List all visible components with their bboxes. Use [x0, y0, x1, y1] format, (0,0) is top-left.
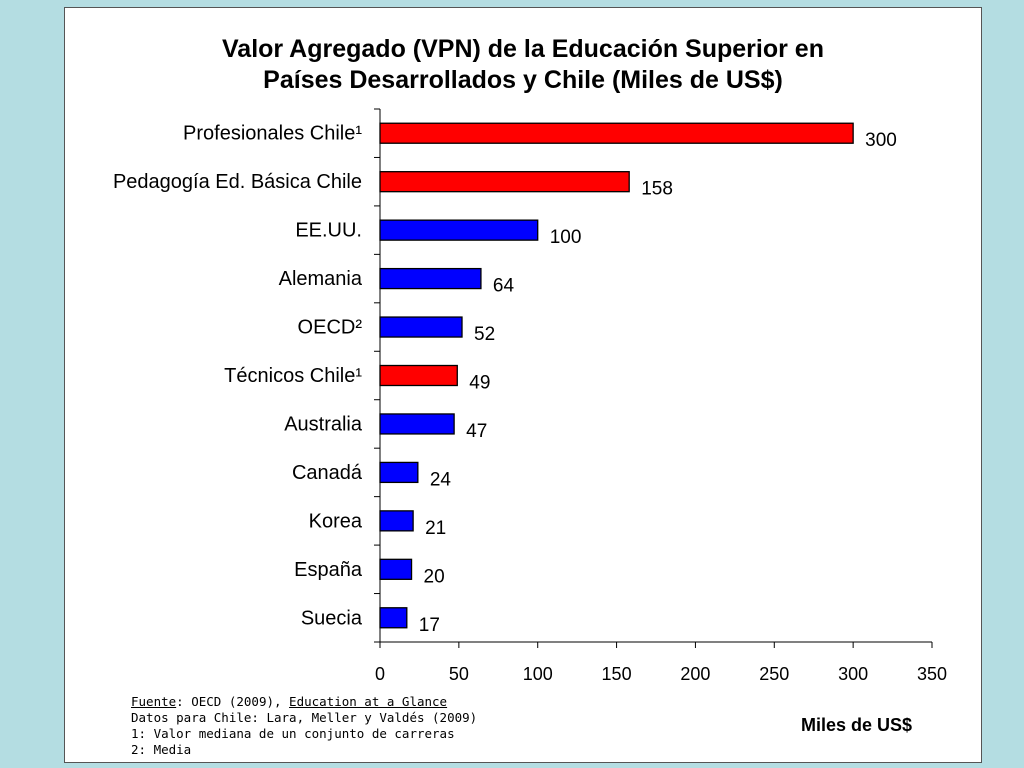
value-label: 52	[474, 324, 495, 345]
bar-chart: 0 50 100 150 200 250 300 350 Profesionales Chile…	[113, 108, 947, 684]
bar	[379, 267, 482, 290]
bar	[379, 413, 455, 435]
x-axis-title: Miles de US$	[801, 715, 913, 735]
bar	[379, 171, 630, 193]
value-label: 17	[419, 615, 440, 636]
chart-title-line-1: Valor Agregado (VPN) de la Educación Sup…	[222, 35, 824, 63]
value-label: 21	[425, 518, 446, 539]
x-tick-label: 300	[838, 664, 868, 684]
source-line: Fuente: OECD (2009), Education at a Glan…	[131, 694, 477, 710]
source-text: : OECD (2009),	[176, 694, 290, 709]
x-tick-label: 350	[917, 664, 947, 684]
x-tick-label: 200	[680, 664, 710, 684]
chart-title: Valor Agregado (VPN) de la Educación Sup…	[65, 34, 981, 96]
category-label: Profesionales Chile¹	[183, 123, 362, 145]
x-tick-label: 0	[375, 664, 385, 684]
value-label: 47	[466, 421, 487, 442]
category-label: EE.UU.	[295, 220, 362, 242]
source-label: Fuente	[131, 694, 177, 709]
value-label: 49	[469, 373, 490, 394]
value-label: 300	[865, 130, 897, 151]
bar	[379, 364, 458, 387]
slide-panel: Valor Agregado (VPN) de la Educación Sup…	[64, 7, 982, 763]
category-label: Suecia	[301, 607, 363, 629]
category-label: Alemania	[279, 268, 363, 290]
value-label: 158	[641, 179, 673, 200]
x-tick-label: 150	[602, 664, 632, 684]
category-label: Korea	[309, 510, 363, 532]
category-label: Australia	[284, 413, 363, 435]
bar	[379, 461, 419, 484]
category-label: Canadá	[292, 462, 363, 484]
bar	[379, 316, 463, 338]
chile-data-note: Datos para Chile: Lara, Meller y Valdés …	[131, 710, 478, 725]
bar	[379, 510, 414, 532]
category-label: Pedagogía Ed. Básica Chile	[113, 171, 362, 193]
bar	[379, 219, 539, 241]
bar	[379, 122, 854, 144]
chart-title-line-2: Países Desarrollados y Chile (Miles de U…	[263, 66, 783, 94]
bar	[379, 607, 408, 629]
value-label: 24	[430, 469, 452, 490]
category-label: OECD²	[298, 317, 363, 339]
value-label: 64	[493, 276, 515, 297]
source-notes: Fuente: OECD (2009), Education at a Glan…	[131, 694, 477, 758]
bar	[379, 558, 413, 580]
x-tick-label: 100	[523, 664, 553, 684]
footnote-1: 1: Valor mediana de un conjunto de carre…	[131, 726, 455, 741]
x-tick-label: 50	[449, 664, 469, 684]
category-label: Técnicos Chile¹	[224, 365, 362, 387]
value-label: 100	[550, 227, 582, 248]
x-tick-label: 250	[759, 664, 789, 684]
footnote-2: 2: Media	[131, 742, 192, 757]
category-label: España	[294, 559, 363, 581]
value-label: 20	[424, 566, 445, 587]
source-title: Education at a Glance	[289, 694, 448, 709]
